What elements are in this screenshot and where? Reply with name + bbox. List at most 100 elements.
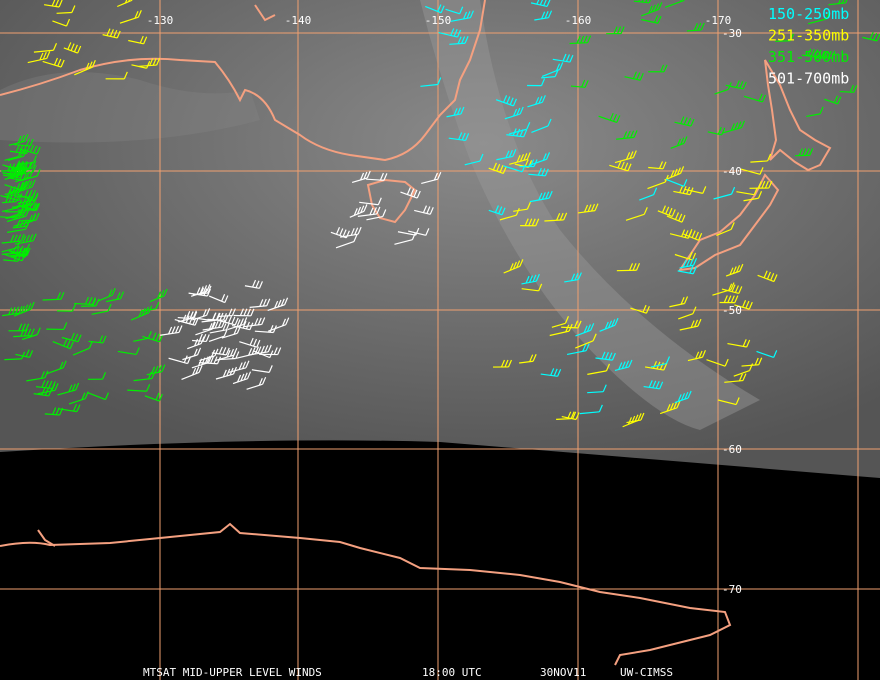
barb-feather [691,252,697,261]
barb-feather [41,380,46,388]
wind-barb [795,148,814,157]
barb-feather [516,154,521,163]
barb-feather [519,259,524,267]
barb-staff [15,176,31,183]
barb-feather [689,258,694,267]
barb-feather [257,317,262,326]
wind-barb [564,272,582,283]
barb-feather [233,327,238,335]
barb-feather [653,187,658,195]
barb-feather [663,64,668,73]
barb-feather [738,373,743,382]
barb-feather [254,318,259,326]
barb-feather [91,297,96,305]
barb-feather [681,229,686,237]
wind-barb [569,35,592,45]
barb-feather [60,59,65,68]
barb-feather [456,107,462,115]
barb-feather [156,291,162,299]
barb-feather [48,388,53,397]
barb-feather [665,206,670,215]
barb-feather [676,400,681,409]
barb-feather [31,202,36,211]
barb-feather [32,160,37,168]
barb-feather [19,181,24,190]
barb-staff [519,360,534,364]
barb-feather [648,380,653,388]
barb-staff [211,352,227,356]
barb-feather [661,205,666,213]
barb-feather [20,134,26,143]
barb-feather [541,95,546,103]
barb-feather [512,128,517,136]
barb-feather [614,317,619,326]
barb-feather [260,345,265,354]
barb-feather [684,391,689,400]
wind-barb [509,152,531,165]
barb-feather [508,149,513,158]
barb-staff [801,54,819,58]
barb-feather [123,71,128,80]
barb-staff [0,194,19,202]
barb-feather [577,320,582,329]
barb-staff [643,385,660,390]
wind-barb [650,356,671,368]
barb-feather [243,372,248,381]
wind-barb [9,144,31,155]
wind-barb [14,189,37,198]
barb-feather [360,205,365,213]
barb-feather [195,366,200,375]
barb-feather [657,16,662,24]
wind-barb [253,350,274,359]
barb-feather [737,121,742,129]
barb-staff [2,201,17,204]
barb-feather [574,320,579,328]
barb-staff [72,347,90,356]
barb-staff [1,207,19,212]
wind-barb [359,197,382,206]
barb-feather [41,387,46,396]
wind-barb [540,368,562,377]
barb-staff [564,278,579,283]
barb-feather [52,43,58,51]
barb-staff [534,17,549,21]
barb-feather [535,97,540,105]
barb-feather [437,77,442,85]
wind-barb [450,10,474,22]
barb-feather [575,412,580,420]
barb-feather [544,11,549,19]
barb-feather [27,328,32,337]
barb-feather [382,209,387,217]
wind-barb [493,359,513,368]
barb-feather [630,130,635,138]
barb-staff [52,20,67,27]
barb-staff [528,173,546,177]
barb-feather [541,192,546,200]
barb-feather [225,322,230,331]
barb-feather [248,348,253,356]
barb-feather [196,347,202,356]
barb-feather [413,189,418,198]
wind-barb [575,333,597,349]
barb-feather [820,50,825,59]
wind-barb [142,332,164,343]
barb-feather [88,297,93,305]
wind-barb [1,240,21,253]
barb-feather [91,59,96,68]
barb-feather [204,356,209,364]
barb-feather [161,364,166,372]
barb-feather [453,108,458,116]
barb-feather [66,340,71,348]
barb-feather [636,72,641,80]
barb-staff [488,167,504,175]
barb-feather [770,273,775,281]
barb-feather [572,411,577,420]
barb-feather [379,172,384,181]
barb-staff [394,239,413,245]
barb-feather [542,153,547,161]
barb-staff [561,415,577,421]
barb-feather [538,192,543,201]
barb-feather [673,168,678,177]
barb-feather [223,329,228,337]
barb-feather [727,82,732,90]
